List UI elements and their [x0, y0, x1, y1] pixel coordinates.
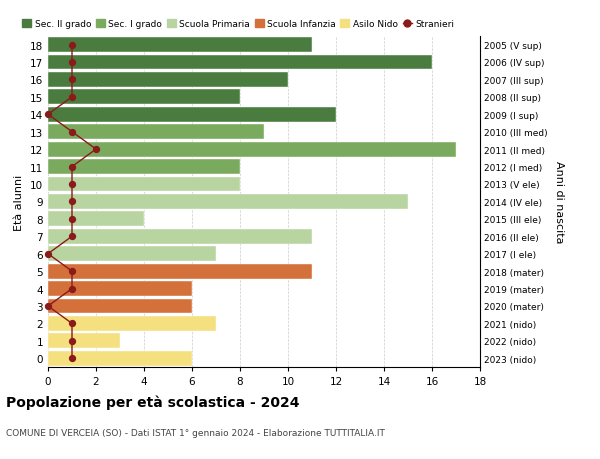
- Bar: [48, 212, 144, 227]
- Point: [67, 285, 77, 292]
- Point: [67, 216, 77, 223]
- Point: [67, 268, 77, 275]
- Point: [67, 59, 77, 67]
- Point: [67, 320, 77, 327]
- Bar: [48, 281, 192, 297]
- Bar: [48, 56, 432, 70]
- Bar: [48, 230, 312, 244]
- Point: [67, 181, 77, 188]
- Bar: [48, 142, 456, 157]
- Point: [67, 42, 77, 49]
- Point: [43, 112, 53, 119]
- Bar: [48, 247, 216, 262]
- Point: [43, 251, 53, 258]
- Bar: [48, 299, 192, 313]
- Text: Popolazione per età scolastica - 2024: Popolazione per età scolastica - 2024: [6, 395, 299, 409]
- Point: [67, 129, 77, 136]
- Point: [43, 302, 53, 310]
- Y-axis label: Anni di nascita: Anni di nascita: [554, 161, 565, 243]
- Point: [67, 94, 77, 101]
- Point: [67, 337, 77, 345]
- Y-axis label: Età alunni: Età alunni: [14, 174, 25, 230]
- Point: [91, 146, 101, 153]
- Bar: [48, 195, 408, 209]
- Bar: [48, 316, 216, 331]
- Bar: [48, 264, 312, 279]
- Bar: [48, 107, 336, 123]
- Bar: [48, 351, 192, 366]
- Point: [67, 77, 77, 84]
- Bar: [48, 90, 240, 105]
- Point: [67, 233, 77, 241]
- Bar: [48, 334, 120, 348]
- Point: [67, 163, 77, 171]
- Bar: [48, 177, 240, 192]
- Bar: [48, 38, 312, 53]
- Bar: [48, 160, 240, 174]
- Bar: [48, 73, 288, 88]
- Bar: [48, 125, 264, 140]
- Point: [67, 198, 77, 206]
- Point: [67, 355, 77, 362]
- Text: COMUNE DI VERCEIA (SO) - Dati ISTAT 1° gennaio 2024 - Elaborazione TUTTITALIA.IT: COMUNE DI VERCEIA (SO) - Dati ISTAT 1° g…: [6, 428, 385, 437]
- Legend: Sec. II grado, Sec. I grado, Scuola Primaria, Scuola Infanzia, Asilo Nido, Stran: Sec. II grado, Sec. I grado, Scuola Prim…: [22, 20, 454, 29]
